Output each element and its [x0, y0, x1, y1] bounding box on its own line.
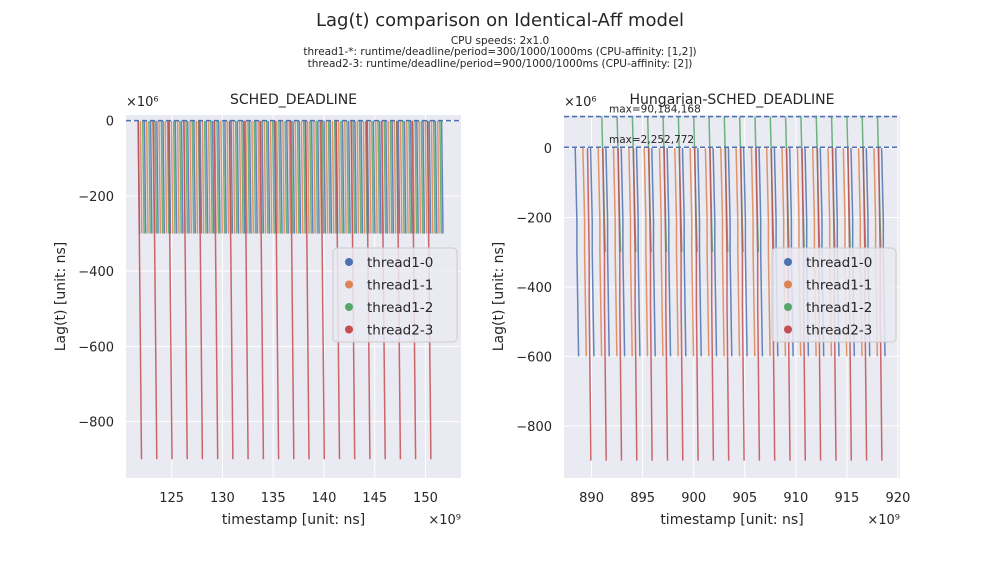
y-axis-label: Lag(t) [unit: ns]	[491, 242, 507, 352]
y-tick-label: −400	[78, 265, 114, 280]
x-tick-label: 920	[886, 491, 911, 506]
legend-label-thread1-2: thread1-2	[367, 300, 433, 316]
legend-label-thread2-3: thread2-3	[806, 323, 872, 339]
y-tick-label: −400	[516, 281, 552, 296]
y-tick-label: −200	[78, 190, 114, 205]
x-tick-label: 915	[834, 491, 859, 506]
legend-label-thread1-2: thread1-2	[806, 300, 872, 316]
y-tick-label: −600	[78, 340, 114, 355]
legend: thread1-0 thread1-1 thread1-2 thread2-3	[771, 247, 897, 343]
legend-marker-thread2-3	[345, 325, 353, 334]
legend-label-thread1-1: thread1-1	[806, 278, 872, 294]
legend-marker-thread2-3	[784, 325, 792, 334]
plot-lines	[137, 120, 444, 460]
subtitle-line-2: thread1-*: runtime/deadline/period=300/1…	[303, 46, 696, 58]
y-tick-label: −600	[516, 350, 552, 365]
series-line-thread1-1	[139, 120, 440, 234]
x-multiplier: ×10⁹	[867, 513, 900, 528]
x-tick-label: 140	[312, 491, 337, 506]
panel-2: 890 895 900 905 910 915 920 0 −200 −400 −600 −800 ma…	[491, 92, 910, 528]
y-tick-label: −800	[78, 416, 114, 431]
x-axis-label: timestamp [unit: ns]	[660, 512, 803, 528]
x-tick-label: 910	[783, 491, 808, 506]
subtitle-line-3: thread2-3: runtime/deadline/period=900/1…	[308, 58, 693, 70]
y-multiplier: ×10⁶	[126, 95, 159, 110]
legend-marker-thread1-0	[784, 258, 792, 266]
y-axis-label: Lag(t) [unit: ns]	[53, 242, 69, 352]
x-tick-label: 895	[630, 491, 655, 506]
x-tick-label: 905	[732, 491, 757, 506]
legend-marker-thread1-2	[784, 303, 792, 311]
max-annotation: max=90,184,168	[609, 104, 701, 116]
legend-marker-thread1-2	[345, 303, 353, 311]
x-tick-label: 145	[362, 491, 387, 506]
legend-box	[771, 247, 897, 343]
x-tick-label: 890	[579, 491, 604, 506]
y-tick-label: −200	[516, 211, 552, 226]
x-tick-label: 900	[681, 491, 706, 506]
x-tick-label: 130	[210, 491, 235, 506]
legend-label-thread1-0: thread1-0	[806, 255, 872, 271]
legend: thread1-0 thread1-1 thread1-2 thread2-3	[332, 247, 458, 343]
y-multiplier: ×10⁶	[564, 95, 597, 110]
x-multiplier: ×10⁹	[428, 513, 461, 528]
panel-title: SCHED_DEADLINE	[230, 92, 357, 108]
panel-title: Hungarian-SCHED_DEADLINE	[630, 92, 835, 108]
subtitle-line-1: CPU speeds: 2x1.0	[451, 35, 549, 47]
series-line-thread1-0	[574, 147, 886, 357]
legend-marker-thread1-1	[784, 280, 792, 289]
y-tick-label: 0	[106, 115, 114, 130]
legend-label-thread2-3: thread2-3	[367, 323, 433, 339]
legend-label-thread1-0: thread1-0	[367, 255, 433, 271]
legend-marker-thread1-0	[345, 258, 353, 266]
figure-title: Lag(t) comparison on Identical-Aff model	[316, 10, 684, 31]
legend-box	[332, 247, 458, 343]
y-tick-label: 0	[544, 142, 552, 157]
y-tick-label: −800	[516, 420, 552, 435]
x-axis-label: timestamp [unit: ns]	[222, 512, 365, 528]
panel-1: 125 130 135 140 145 150 0 −200 −400 −600 −800 SCHED…	[53, 92, 461, 528]
legend-label-thread1-1: thread1-1	[367, 278, 433, 294]
series-line-thread1-2	[141, 120, 443, 234]
max-annotation: max=2,252,772	[609, 134, 694, 146]
legend-marker-thread1-1	[345, 280, 353, 289]
x-tick-label: 150	[413, 491, 438, 506]
series-line-thread1-1	[582, 147, 879, 357]
x-tick-label: 125	[159, 491, 184, 506]
x-tick-label: 135	[261, 491, 286, 506]
